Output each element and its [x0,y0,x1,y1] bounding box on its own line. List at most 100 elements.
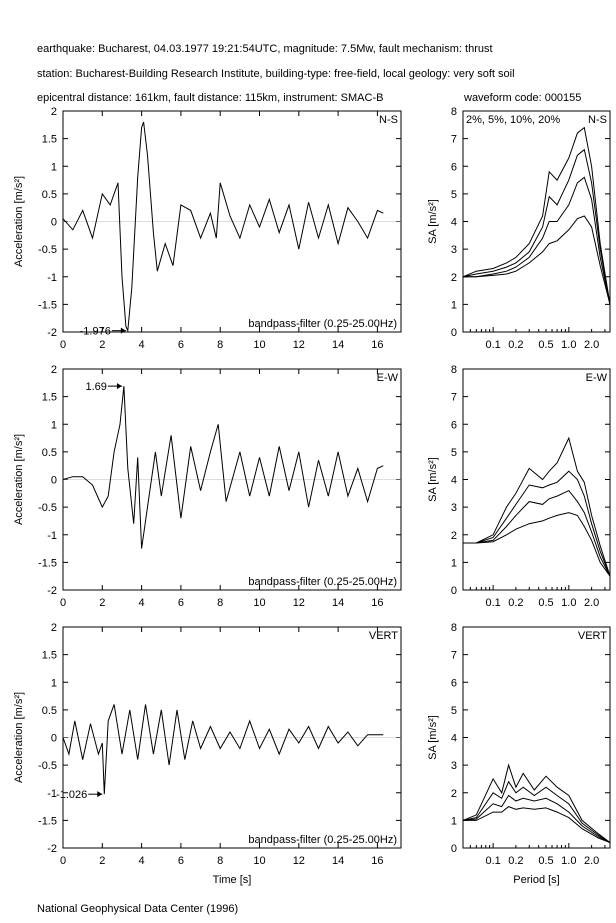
ns-acc-ytick-label: 0.5 [42,189,57,201]
ns-acc-ytick-label: -1 [47,272,57,284]
ew-acc-ytick-label: 1 [51,419,57,431]
vert-sa-ytick-label: 5 [451,705,457,717]
ew-acc-ytick-label: -1.5 [38,557,57,569]
ns-acc-peak-label: -1.976 [80,326,111,338]
ew-sa-series-1 [463,436,611,577]
vert-acc-xtick-label: 14 [332,855,344,867]
ew-acc-ytick-label: 0 [51,475,57,487]
vert-acc-xtick-label: 12 [293,855,305,867]
ns-sa-xtick-label: 2.0 [584,339,599,351]
ns-acc-peak-arrowhead [120,327,126,334]
ew-acc-xtick-label: 8 [217,597,223,609]
ew-sa-component-label: E-W [586,372,608,384]
vert-acc-filter-label: bandpass-filter (0.25-25.00Hz) [248,834,397,846]
ew-sa-ytick-label: 5 [451,447,457,459]
footer-credit: National Geophysical Data Center (1996) [37,903,239,915]
ew-sa-ytick-label: 7 [451,392,457,404]
ew-acc-component-label: E-W [377,372,399,384]
ns-sa-ytick-label: 2 [451,272,457,284]
ns-sa-damping-label: 2%, 5%, 10%, 20% [466,114,560,126]
vert-acc-waveform [62,704,384,795]
ns-sa-ytick-label: 3 [451,244,457,256]
ns-sa-xtick-label: 0.5 [538,339,553,351]
vert-acc-xtick-label: 6 [178,855,184,867]
vert-acc-peak-label: -1.026 [56,789,87,801]
vert-sa-xtick-label: 0.1 [485,855,500,867]
ew-sa-ylabel: SA [m/s²] [427,457,439,502]
vert-sa-xtick-label: 1.0 [561,855,576,867]
vert-acc-ytick-label: -0.5 [38,760,57,772]
vert-sa-ytick-label: 2 [451,788,457,800]
ew-sa-ytick-label: 6 [451,419,457,431]
vert-acc-ytick-label: 1 [51,677,57,689]
ew-acc-xtick-label: 6 [178,597,184,609]
vert-sa-ytick-label: 6 [451,677,457,689]
ew-sa-xtick-label: 0.2 [508,597,523,609]
ns-acc-xtick-label: 2 [99,339,105,351]
vert-sa-xtick-label: 0.5 [538,855,553,867]
vert-acc-xtick-label: 0 [60,855,66,867]
vert-acc-ytick-label: 0 [51,733,57,745]
ew-sa-ytick-label: 3 [451,502,457,514]
ew-acc-xtick-label: 14 [332,597,344,609]
ew-acc-xtick-label: 2 [99,597,105,609]
ns-acc-xtick-label: 4 [139,339,145,351]
ns-sa-xtick-label: 0.2 [508,339,523,351]
ns-acc-xtick-label: 10 [253,339,265,351]
vert-acc-ytick-label: 1.5 [42,650,57,662]
ns-sa-series-1 [462,126,611,305]
header-waveform-code: waveform code: 000155 [464,92,582,104]
ns-sa-ytick-label: 0 [451,327,457,339]
vert-acc-ytick-label: -2 [47,843,57,855]
ns-sa-xtick-label: 0.1 [485,339,500,351]
vert-acc-xtick-label: 8 [217,855,223,867]
ns-sa-component-label: N-S [588,114,607,126]
vert-sa-ytick-label: 8 [451,622,457,634]
ew-acc-ytick-label: -1 [47,530,57,542]
vert-sa-series-2 [462,780,611,843]
ew-acc-xtick-label: 4 [139,597,145,609]
vert-acc-ytick-label: 2 [51,622,57,634]
ew-sa-ytick-label: 0 [451,585,457,597]
ew-sa-xtick-label: 2.0 [584,597,599,609]
ns-sa-ytick-label: 1 [451,299,457,311]
ns-acc-ytick-label: 1 [51,161,57,173]
vert-sa-ytick-label: 1 [451,815,457,827]
header-earthquake: earthquake: Bucharest, 04.03.1977 19:21:… [37,43,493,55]
vert-acc-xtick-label: 10 [253,855,265,867]
ew-acc-xtick-label: 10 [253,597,265,609]
vert-sa-xlabel: Period [s] [513,874,559,886]
vert-acc-peak-arrowhead [97,791,103,798]
vert-acc-ytick-label: -1 [47,788,57,800]
ns-acc-ytick-label: 2 [51,106,57,118]
ns-acc-xtick-label: 12 [293,339,305,351]
vert-sa-ytick-label: 0 [451,843,457,855]
vert-sa-ytick-label: 7 [451,650,457,662]
ew-sa-series-4 [463,512,611,577]
vert-sa-series-3 [462,794,611,843]
ns-acc-ytick-label: -0.5 [38,244,57,256]
ns-sa-ytick-label: 7 [451,134,457,146]
vert-acc-xtick-label: 2 [99,855,105,867]
vert-sa-component-label: VERT [578,630,607,642]
ew-acc-peak-arrowhead [116,383,122,390]
vert-acc-ytick-label: -1.5 [38,815,57,827]
vert-sa-xtick-label: 0.2 [508,855,523,867]
ew-acc-xtick-label: 12 [293,597,305,609]
ew-sa-xtick-label: 1.0 [561,597,576,609]
vert-sa-xtick-label: 2.0 [584,855,599,867]
ew-sa-ytick-label: 8 [451,364,457,376]
ns-acc-waveform [62,121,384,333]
ew-sa-series-2 [463,470,611,577]
vert-acc-ytick-label: 0.5 [42,705,57,717]
vert-sa-ytick-label: 4 [451,733,457,745]
ns-acc-ylabel: Acceleration [m/s²] [13,176,25,267]
ew-acc-ytick-label: 2 [51,364,57,376]
vert-sa-series-4 [463,806,611,843]
ew-acc-peak-label: 1.69 [85,381,106,393]
ew-acc-ytick-label: 0.5 [42,447,57,459]
ew-acc-xtick-label: 0 [60,597,66,609]
ns-sa-series-2 [462,148,611,305]
vert-sa-ylabel: SA [m/s²] [427,715,439,760]
